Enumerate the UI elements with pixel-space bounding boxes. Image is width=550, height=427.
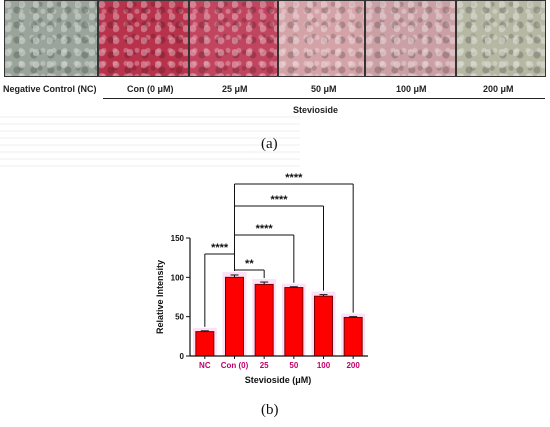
significance-label: **** xyxy=(285,172,303,184)
y-axis-label: Relative Intensity xyxy=(155,260,165,334)
micrograph-strip xyxy=(0,0,550,80)
image-label-25: 25 μM xyxy=(222,84,248,94)
stevioside-group-label: Stevioside xyxy=(293,105,339,115)
image-label-100: 100 μM xyxy=(396,84,427,94)
y-tick-label: 100 xyxy=(171,273,185,282)
image-label-50: 50 μM xyxy=(311,84,337,94)
y-tick-label: 0 xyxy=(180,352,185,361)
micrograph-25 xyxy=(189,0,278,77)
micrograph-100 xyxy=(365,0,456,77)
x-tick-label: Con (0) xyxy=(221,361,249,370)
significance-label: **** xyxy=(211,242,229,254)
micrograph-50 xyxy=(278,0,365,77)
panel-letter-a: (a) xyxy=(261,136,278,152)
image-label-con-0: Con (0 μM) xyxy=(127,84,174,94)
micrograph-con-0 xyxy=(98,0,189,77)
faint-background-artifact xyxy=(0,112,300,167)
stevioside-group-line xyxy=(103,98,545,99)
bar xyxy=(225,276,244,357)
panel-letter-b: (b) xyxy=(261,402,279,418)
x-tick-label: 25 xyxy=(260,361,269,370)
significance-label: **** xyxy=(270,194,288,206)
bar xyxy=(284,287,304,357)
significance-label: **** xyxy=(256,223,274,235)
y-tick-label: 50 xyxy=(175,313,184,322)
bar xyxy=(195,331,215,357)
significance-label: ** xyxy=(245,258,254,270)
y-tick-label: 150 xyxy=(171,234,185,243)
image-label-negative-control: Negative Control (NC) xyxy=(3,84,97,94)
micrograph-200 xyxy=(456,0,546,77)
micrograph-negative-control xyxy=(4,0,98,77)
x-tick-label: 200 xyxy=(346,361,360,370)
x-tick-label: 50 xyxy=(289,361,298,370)
bar xyxy=(254,283,274,357)
x-tick-label: NC xyxy=(199,361,211,370)
bar xyxy=(314,295,333,357)
image-label-200: 200 μM xyxy=(483,84,514,94)
bar xyxy=(343,316,363,357)
x-axis-label: Stevioside (μM) xyxy=(245,375,312,385)
x-tick-label: 100 xyxy=(317,361,331,370)
